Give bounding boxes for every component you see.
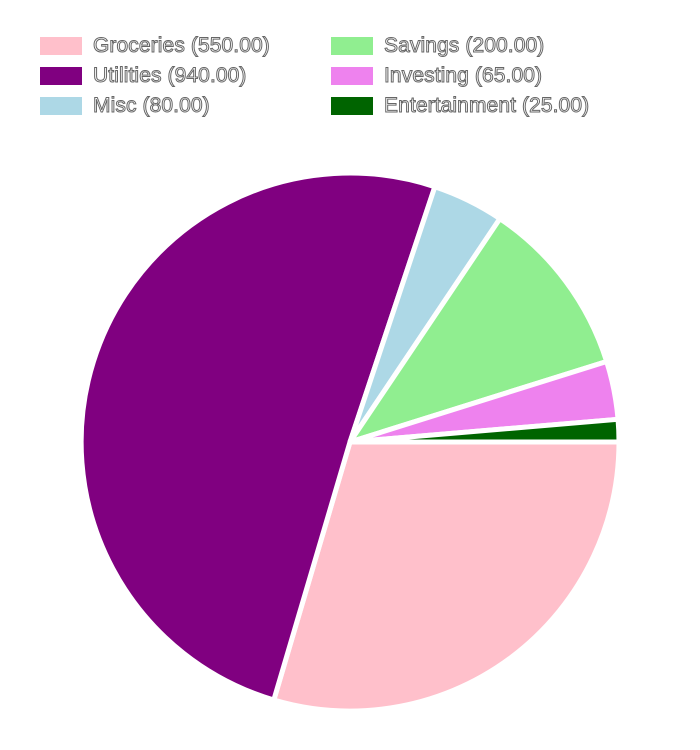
- legend-swatch-groceries: [40, 37, 82, 55]
- legend-item-utilities: Utilities (940.00): [40, 64, 247, 88]
- legend-label-utilities: Utilities (940.00): [93, 64, 247, 88]
- legend-label-groceries: Groceries (550.00): [93, 34, 271, 58]
- pie-slice-savings: [347, 216, 610, 445]
- legend-label-savings: Savings (200.00): [383, 34, 545, 58]
- legend-item-savings: Savings (200.00): [331, 34, 545, 58]
- legend-item-groceries: Groceries (550.00): [40, 34, 270, 58]
- chart-legend: Groceries (550.00) Utilities (940.00) Mi…: [40, 34, 680, 124]
- legend-swatch-savings: [331, 37, 373, 55]
- legend-swatch-utilities: [40, 67, 82, 85]
- legend-label-entertainment: Entertainment (25.00): [383, 94, 590, 118]
- legend-item-investing: Investing (65.00): [331, 64, 543, 88]
- pie-slice-entertainment: [347, 416, 622, 445]
- legend-swatch-investing: [331, 67, 373, 85]
- pie-slice-groceries: [271, 439, 622, 714]
- legend-swatch-misc: [40, 97, 82, 115]
- legend-swatch-entertainment: [331, 97, 373, 115]
- legend-label-investing: Investing (65.00): [383, 64, 543, 88]
- legend-item-misc: Misc (80.00): [40, 94, 210, 118]
- legend-item-entertainment: Entertainment (25.00): [331, 94, 590, 118]
- pie-slice-utilities: [78, 170, 438, 703]
- legend-label-misc: Misc (80.00): [93, 94, 211, 118]
